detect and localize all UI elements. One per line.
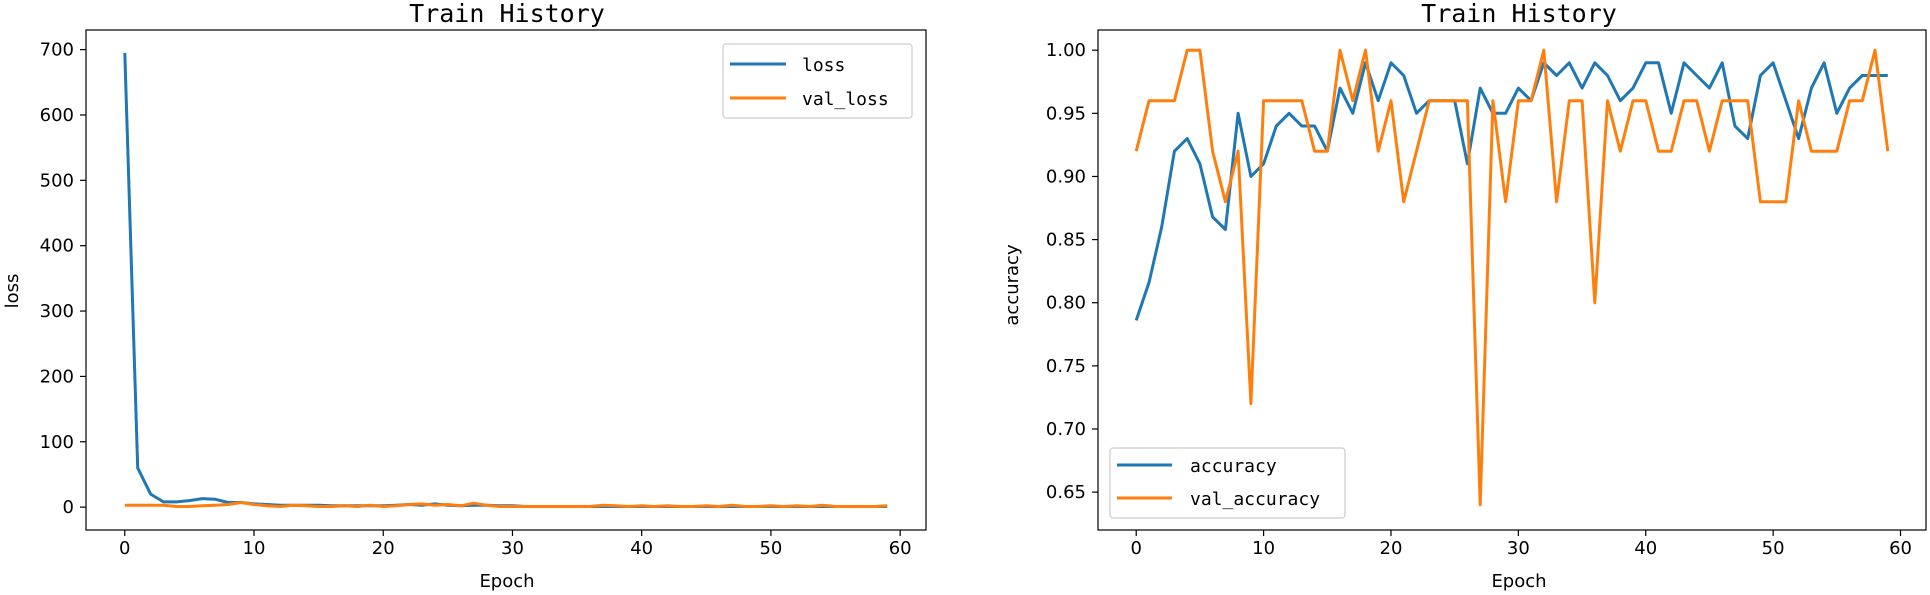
loss-plot-frame bbox=[85, 29, 927, 531]
loss-y-axis-label: loss bbox=[2, 274, 23, 309]
accuracy-chart: Train History Epoch accuracy 0 10 20 30 40 50… bbox=[1002, 0, 1927, 592]
loss-y-tick-label: 500 bbox=[40, 170, 74, 191]
loss-y-tick-label: 400 bbox=[40, 236, 74, 257]
loss-y-tick-label: 100 bbox=[40, 432, 74, 453]
accuracy-chart-title: Train History bbox=[1421, 0, 1617, 28]
loss-y-tick-label: 200 bbox=[40, 366, 74, 387]
val-accuracy-line bbox=[1134, 48, 1890, 507]
accuracy-x-tick-label: 60 bbox=[1889, 538, 1912, 559]
loss-x-tick-label: 50 bbox=[759, 538, 782, 559]
loss-x-tick-label: 40 bbox=[630, 538, 653, 559]
loss-y-tick-label: 0 bbox=[63, 497, 74, 518]
accuracy-y-tick-label: 0.75 bbox=[1046, 356, 1086, 377]
loss-x-tick-label: 20 bbox=[372, 538, 395, 559]
accuracy-y-tick-label: 0.95 bbox=[1046, 103, 1086, 124]
accuracy-y-tick-label: 0.70 bbox=[1046, 419, 1086, 440]
loss-legend: loss val_loss bbox=[722, 43, 913, 119]
accuracy-x-tick-label: 20 bbox=[1380, 538, 1403, 559]
loss-series-group bbox=[123, 52, 888, 508]
val-accuracy-legend-label: val_accuracy bbox=[1190, 489, 1320, 510]
accuracy-series-group bbox=[1134, 48, 1890, 507]
loss-x-tick-label: 30 bbox=[501, 538, 524, 559]
accuracy-x-tick-label: 50 bbox=[1762, 538, 1785, 559]
accuracy-y-tick-label: 0.65 bbox=[1046, 482, 1086, 503]
loss-legend-label: loss bbox=[802, 55, 845, 76]
loss-x-tick-label: 10 bbox=[243, 538, 266, 559]
accuracy-y-axis-label: accuracy bbox=[1002, 244, 1023, 326]
loss-chart: Train History Epoch loss 0 10 20 30 40 50 6001… bbox=[2, 0, 927, 592]
accuracy-y-tick-label: 0.90 bbox=[1046, 166, 1086, 187]
accuracy-x-tick-label: 10 bbox=[1252, 538, 1275, 559]
val-loss-legend-label: val_loss bbox=[802, 89, 889, 110]
loss-y-tick-label: 700 bbox=[40, 40, 74, 61]
loss-y-tick-label: 600 bbox=[40, 105, 74, 126]
loss-y-tick-label: 300 bbox=[40, 301, 74, 322]
val-loss-line bbox=[124, 501, 888, 508]
accuracy-y-tick-label: 0.85 bbox=[1046, 230, 1086, 251]
accuracy-y-tick-label: 0.80 bbox=[1046, 293, 1086, 314]
loss-x-axis-label: Epoch bbox=[479, 571, 534, 592]
accuracy-axis-ticks: 0 10 20 30 40 50 60 0.65 0.70 0.75 0.80 0.85 0.90 0.9… bbox=[1046, 40, 1912, 559]
loss-chart-title: Train History bbox=[409, 0, 605, 28]
accuracy-legend: accuracy val_accuracy bbox=[1109, 447, 1346, 519]
accuracy-y-tick-label: 1.00 bbox=[1046, 40, 1086, 61]
accuracy-x-tick-label: 30 bbox=[1507, 538, 1530, 559]
accuracy-x-axis-label: Epoch bbox=[1491, 571, 1546, 592]
loss-x-tick-label: 0 bbox=[119, 538, 130, 559]
loss-x-tick-label: 60 bbox=[889, 538, 912, 559]
accuracy-legend-label: accuracy bbox=[1190, 456, 1277, 477]
accuracy-x-tick-label: 0 bbox=[1130, 538, 1141, 559]
accuracy-x-tick-label: 40 bbox=[1634, 538, 1657, 559]
accuracy-plot-frame bbox=[1097, 29, 1927, 531]
